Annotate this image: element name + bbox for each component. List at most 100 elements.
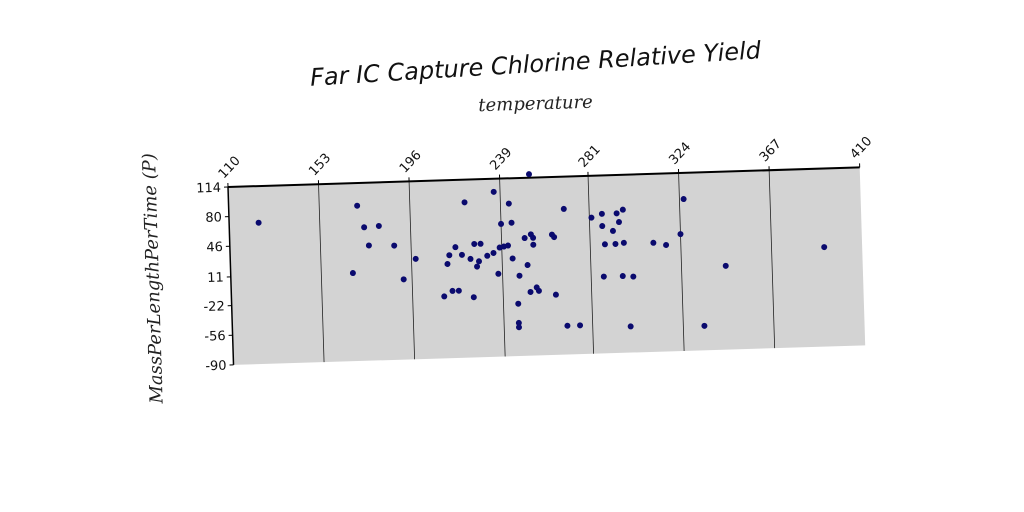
data-point xyxy=(470,294,477,301)
data-point xyxy=(400,276,407,283)
data-point xyxy=(354,202,361,209)
data-point xyxy=(412,255,419,262)
data-point xyxy=(650,239,657,246)
data-point xyxy=(612,240,619,247)
data-point xyxy=(680,196,687,203)
x-grid-line xyxy=(318,184,325,363)
data-point xyxy=(515,319,522,326)
y-tick-label: -22 xyxy=(203,299,225,315)
data-point xyxy=(505,242,512,249)
data-point xyxy=(615,219,622,226)
y-tick-label: -90 xyxy=(205,359,227,375)
data-point xyxy=(449,287,456,294)
data-point xyxy=(349,270,356,277)
data-point xyxy=(444,260,451,267)
data-point xyxy=(455,287,462,294)
x-axis-line xyxy=(227,166,860,188)
data-point xyxy=(471,240,478,247)
data-point xyxy=(515,324,522,331)
data-point xyxy=(560,205,567,212)
y-ticks: 114 80 46 11 -22 -56 -90 xyxy=(196,181,234,375)
data-point xyxy=(613,210,620,217)
grid-lines xyxy=(318,170,776,363)
x-tick-label: 281 xyxy=(576,142,604,170)
data-point xyxy=(701,322,708,329)
x-tick-label: 110 xyxy=(216,154,244,182)
data-point xyxy=(527,288,534,295)
x-tick-label: 324 xyxy=(666,140,694,168)
scatter-plot: 110 153 196 239 281 324 367 410 114 80 46 11 -22 -56… xyxy=(139,92,875,405)
x-axis-label: temperature xyxy=(478,92,593,117)
data-point xyxy=(619,273,626,280)
x-grid-line xyxy=(499,178,506,357)
data-point xyxy=(361,224,368,231)
data-point xyxy=(476,258,483,265)
data-point xyxy=(588,214,595,221)
data-points xyxy=(255,171,828,331)
data-point xyxy=(255,219,262,226)
x-grid-line xyxy=(587,175,594,354)
data-point xyxy=(365,242,372,249)
data-point xyxy=(530,241,537,248)
data-point xyxy=(619,206,626,213)
data-point xyxy=(446,252,453,259)
data-point xyxy=(552,291,559,298)
plot-area xyxy=(228,167,866,365)
y-tick-label: 80 xyxy=(205,210,222,226)
chart-title: Far IC Capture Chlorine Relative Yield xyxy=(309,36,762,92)
x-tick-label: 410 xyxy=(847,134,875,162)
data-point xyxy=(498,220,505,227)
data-point xyxy=(599,223,606,230)
data-point xyxy=(821,244,828,251)
x-tick-label: 239 xyxy=(487,145,515,173)
data-point xyxy=(601,241,608,248)
data-point xyxy=(722,262,729,269)
data-point xyxy=(535,287,542,294)
data-point xyxy=(627,323,634,330)
data-point xyxy=(515,300,522,307)
data-point xyxy=(458,251,465,258)
x-tick-label: 367 xyxy=(757,137,785,165)
data-point xyxy=(490,188,497,195)
data-point xyxy=(505,200,512,207)
data-point xyxy=(524,262,531,269)
x-grid-line xyxy=(678,173,685,351)
data-point xyxy=(609,227,616,234)
data-point xyxy=(516,272,523,279)
data-point xyxy=(509,255,516,262)
data-point xyxy=(467,255,474,262)
data-point xyxy=(484,252,491,259)
data-point xyxy=(391,242,398,249)
data-point xyxy=(508,219,515,226)
y-axis-label: MassPerLengthPerTime (P) xyxy=(139,153,168,405)
data-point xyxy=(598,210,605,217)
data-point xyxy=(477,240,484,247)
data-point xyxy=(620,239,627,246)
x-tick-label: 196 xyxy=(397,148,425,176)
data-point xyxy=(551,234,558,241)
data-point xyxy=(530,234,537,241)
y-tick-label: 11 xyxy=(207,271,224,287)
data-point xyxy=(521,235,528,242)
y-tick-label: 114 xyxy=(196,181,221,197)
data-point xyxy=(375,222,382,229)
x-tick-label: 153 xyxy=(306,151,334,179)
data-point xyxy=(564,322,571,329)
data-point xyxy=(663,241,670,248)
y-tick-label: 46 xyxy=(206,240,223,256)
data-point xyxy=(452,244,459,251)
y-tick-label: -56 xyxy=(204,329,226,345)
data-point xyxy=(525,171,532,178)
data-point xyxy=(630,273,637,280)
data-point xyxy=(495,270,502,277)
data-point xyxy=(577,322,584,329)
data-point xyxy=(600,273,607,280)
data-point xyxy=(677,231,684,238)
data-point xyxy=(461,199,468,206)
x-grid-line xyxy=(768,170,776,349)
data-point xyxy=(474,263,481,270)
data-point xyxy=(490,249,497,256)
x-grid-line xyxy=(408,181,416,360)
data-point xyxy=(441,293,448,300)
